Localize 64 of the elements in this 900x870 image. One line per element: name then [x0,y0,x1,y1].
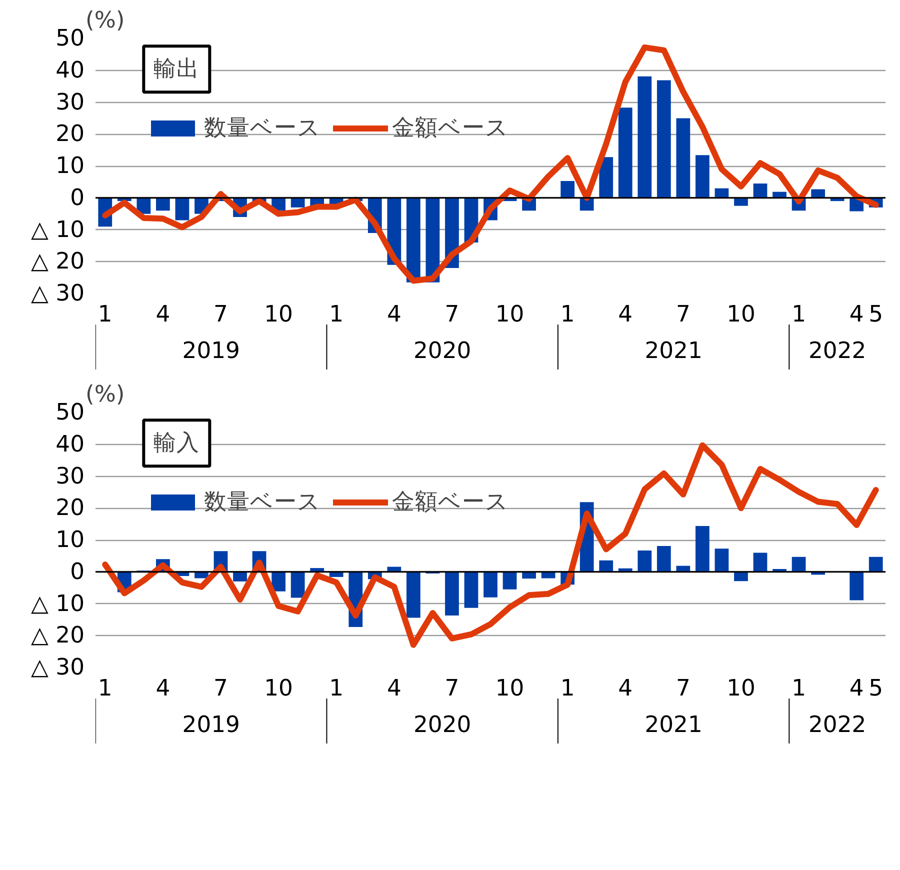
text: 2020 [414,712,472,738]
x-tick-label: 10 [264,302,293,328]
x-tick-label: 4 [156,676,170,702]
x-tick-label: 1 [98,676,112,702]
x-tick-label: 5 [868,676,884,702]
x-tick-label: 10 [726,676,756,702]
text: 2021 [644,338,702,364]
x-tick-label: 7 [444,302,460,328]
x-tick-label: 7 [676,676,690,702]
x-tick-label: 1 [98,302,112,328]
y-tick-label: 20 [56,495,85,522]
x-tick-label: 4 [849,302,864,328]
text: 2019 [182,338,240,364]
y-tick-label: △ 20 [31,622,85,649]
y-tick-label: 30 [56,89,85,116]
x-tick-label: 5 [868,302,884,328]
text: 輸出 [154,56,200,82]
y-tick-label: 20 [56,121,85,148]
text: 2021 [644,712,702,738]
y-tick-label: 10 [56,527,85,553]
x-tick-label: 4 [386,302,402,328]
x-tick-label: 7 [214,676,228,702]
x-tick-label: 10 [264,676,293,702]
legend-label: 金額ベース [392,114,509,143]
y-axis-title: (%) [86,8,125,34]
x-tick-label: 4 [618,302,633,328]
legend-label: 数量ベース [204,114,321,143]
x-tick-label: 1 [329,676,344,702]
x-tick-label: 4 [618,676,633,702]
text: 2019 [182,712,240,738]
x-tick-label: 1 [560,676,575,702]
text: 輸入 [154,430,200,456]
y-tick-label: 50 [56,26,85,52]
y-tick-label: 40 [56,431,85,458]
x-tick-label: 7 [214,302,228,328]
y-tick-label: 10 [56,153,85,179]
text: 2022 [808,338,866,364]
x-tick-label: 1 [792,302,806,328]
y-tick-label: 50 [56,400,85,426]
y-tick-label: △ 10 [31,216,85,243]
y-tick-label: △ 20 [31,248,85,275]
y-tick-label: △ 30 [31,280,85,306]
x-tick-label: 1 [560,302,575,328]
x-tick-label: 10 [726,302,756,328]
y-tick-label: 30 [56,463,85,490]
x-tick-label: 1 [329,302,344,328]
y-tick-label: 40 [56,57,85,84]
legend-label: 金額ベース [392,488,509,517]
y-tick-label: △ 10 [31,590,85,617]
x-tick-label: 1 [792,676,806,702]
x-tick-label: 7 [444,676,460,702]
text: 2022 [808,712,866,738]
x-tick-label: 4 [386,676,402,702]
text: 2020 [414,338,472,364]
x-tick-label: 10 [495,302,524,328]
x-tick-label: 4 [156,302,170,328]
y-tick-label: △ 30 [31,654,85,680]
y-axis-title: (%) [86,382,125,408]
x-tick-label: 10 [495,676,524,702]
y-tick-label: 0 [70,558,85,585]
x-tick-label: 7 [676,302,690,328]
y-tick-label: 0 [70,184,85,211]
legend-label: 数量ベース [204,488,321,517]
x-tick-label: 4 [849,676,864,702]
